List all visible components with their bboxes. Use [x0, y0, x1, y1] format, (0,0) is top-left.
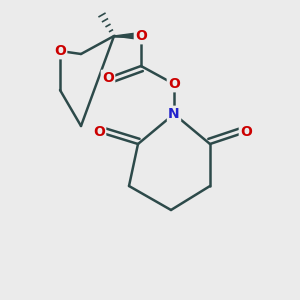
Polygon shape	[114, 32, 141, 40]
Text: O: O	[240, 125, 252, 139]
Text: O: O	[168, 77, 180, 91]
Text: N: N	[168, 107, 180, 121]
Text: O: O	[54, 44, 66, 58]
Text: O: O	[102, 71, 114, 85]
Text: O: O	[93, 125, 105, 139]
Text: O: O	[135, 29, 147, 43]
